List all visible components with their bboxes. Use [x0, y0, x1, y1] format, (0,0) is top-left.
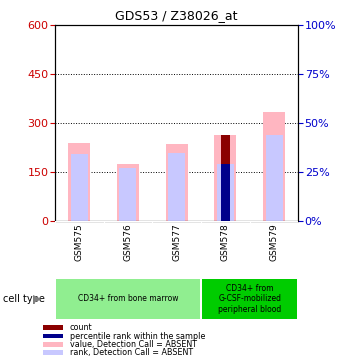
Bar: [217, 164, 234, 221]
Text: percentile rank within the sample: percentile rank within the sample: [70, 332, 205, 341]
Bar: [221, 135, 230, 221]
Text: CD34+ from
G-CSF-mobilized
peripheral blood: CD34+ from G-CSF-mobilized peripheral bl…: [218, 284, 281, 314]
Text: GSM577: GSM577: [172, 223, 181, 261]
Text: GSM576: GSM576: [123, 223, 132, 261]
Bar: [221, 164, 230, 221]
Bar: [168, 153, 185, 221]
Bar: [119, 169, 137, 221]
Title: GDS53 / Z38026_at: GDS53 / Z38026_at: [115, 9, 238, 22]
Bar: [68, 143, 90, 221]
Text: cell type: cell type: [3, 294, 45, 304]
Text: GSM578: GSM578: [221, 223, 230, 261]
Bar: [265, 135, 283, 221]
Text: ▶: ▶: [33, 294, 41, 304]
Bar: [43, 342, 63, 347]
Bar: [214, 135, 236, 221]
Bar: [43, 350, 63, 355]
Bar: [71, 154, 88, 221]
Bar: [56, 279, 200, 319]
Bar: [117, 164, 139, 221]
Bar: [43, 325, 63, 330]
Text: count: count: [70, 323, 92, 332]
Text: rank, Detection Call = ABSENT: rank, Detection Call = ABSENT: [70, 348, 193, 357]
Bar: [263, 112, 285, 221]
Text: value, Detection Call = ABSENT: value, Detection Call = ABSENT: [70, 340, 197, 349]
Bar: [202, 279, 297, 319]
Text: GSM579: GSM579: [270, 223, 279, 261]
Bar: [166, 145, 188, 221]
Bar: [43, 333, 63, 338]
Text: CD34+ from bone marrow: CD34+ from bone marrow: [78, 295, 178, 303]
Text: GSM575: GSM575: [75, 223, 84, 261]
